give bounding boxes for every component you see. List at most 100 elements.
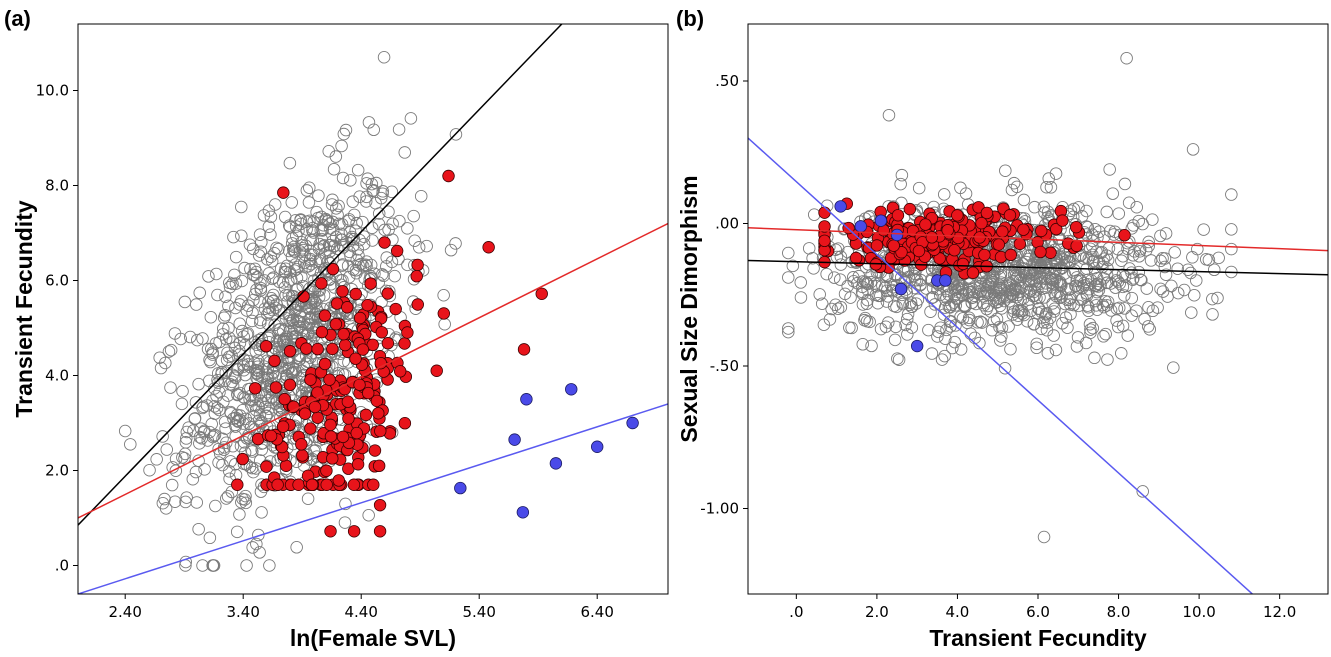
scatter-point-open <box>203 531 217 545</box>
scatter-point-open <box>1104 304 1118 317</box>
scatter-point-open <box>449 237 462 250</box>
scatter-point-red <box>1070 239 1083 253</box>
scatter-point-open <box>154 361 168 375</box>
scatter-point-blue <box>454 481 467 495</box>
x-tick-label: 8.0 <box>1107 603 1131 621</box>
scatter-point-open <box>287 244 301 258</box>
scatter-point-open <box>332 199 345 213</box>
scatter-point-open <box>1111 320 1125 334</box>
scatter-point-open <box>218 309 232 322</box>
scatter-point-open <box>169 464 183 477</box>
scatter-point-open <box>189 465 203 479</box>
scatter-point-red <box>1035 224 1048 238</box>
scatter-point-open <box>404 112 418 125</box>
scatter-point-red <box>264 429 278 443</box>
scatter-point-open <box>179 495 192 509</box>
scatter-point-open <box>1031 306 1044 320</box>
panel-a-scatter: (a) 2.40 3.40 4.40 5.40 6.40 .0 2.0 4.0 6.0 8.0 10… <box>4 6 669 651</box>
scatter-point-red <box>351 458 365 471</box>
scatter-point-open <box>856 298 870 311</box>
scatter-point-open <box>343 225 357 239</box>
scatter-point-open <box>1076 292 1089 306</box>
scatter-point-red <box>308 400 322 414</box>
scatter-point-open <box>312 242 326 255</box>
scatter-point-blue <box>854 220 867 233</box>
scatter-point-red <box>411 298 424 311</box>
scatter-point-open <box>1067 298 1081 312</box>
scatter-point-blue <box>516 506 530 519</box>
scatter-point-open <box>1005 183 1019 197</box>
scatter-point-open <box>1073 273 1087 286</box>
scatter-point-red <box>992 238 1005 251</box>
scatter-point-open <box>294 214 307 227</box>
scatter-point-open <box>1087 254 1100 268</box>
scatter-point-open <box>159 356 172 370</box>
scatter-point-open <box>922 323 935 337</box>
scatter-point-open <box>1093 225 1106 238</box>
scatter-point-open <box>346 195 360 208</box>
scatter-point-open <box>1125 309 1138 322</box>
scatter-point-open <box>290 262 303 276</box>
scatter-point-open <box>290 541 303 554</box>
scatter-point-red <box>1050 222 1063 236</box>
scatter-point-open <box>1099 294 1112 308</box>
scatter-point-red <box>535 287 548 301</box>
scatter-point-open <box>209 499 222 513</box>
scatter-point-open <box>1017 193 1031 207</box>
scatter-point-open <box>184 330 197 344</box>
scatter-point-open <box>1128 245 1141 258</box>
scatter-point-open <box>967 291 980 304</box>
scatter-point-open <box>995 302 1009 315</box>
scatter-point-blue <box>626 416 639 430</box>
scatter-point-open <box>380 260 393 273</box>
scatter-point-open <box>1125 291 1139 305</box>
scatter-point-red <box>1118 229 1131 242</box>
scatter-point-open <box>829 298 842 312</box>
scatter-point-open <box>1044 272 1058 285</box>
scatter-point-red <box>1004 248 1018 262</box>
y-tick-label: 6.0 <box>45 272 69 290</box>
scatter-point-open <box>813 288 826 301</box>
scatter-point-open <box>261 308 274 321</box>
scatter-point-open <box>937 188 951 201</box>
scatter-point-red <box>260 460 273 473</box>
scatter-point-open <box>1086 321 1100 335</box>
scatter-point-open <box>1092 283 1106 297</box>
scatter-point-open <box>375 191 388 205</box>
scatter-point-open <box>1125 222 1139 235</box>
scatter-point-open <box>254 277 267 290</box>
scatter-point-open <box>159 502 173 515</box>
scatter-point-open <box>1087 261 1101 275</box>
scatter-point-open <box>1122 196 1136 210</box>
scatter-point-open <box>990 312 1004 326</box>
scatter-point-open <box>1053 278 1067 291</box>
scatter-point-open <box>794 276 808 289</box>
scatter-point-open <box>179 555 193 569</box>
x-tick-label: 10.0 <box>1182 603 1215 621</box>
scatter-point-open <box>939 332 952 345</box>
scatter-point-open <box>216 328 230 341</box>
scatter-point-open <box>398 146 411 159</box>
panel-a-points <box>118 51 639 572</box>
scatter-point-red <box>342 412 355 425</box>
scatter-point-red <box>430 364 443 377</box>
scatter-point-open <box>164 343 178 357</box>
scatter-point-open <box>238 436 251 449</box>
scatter-point-open <box>265 254 279 268</box>
scatter-point-open <box>246 445 259 458</box>
scatter-point-open <box>860 297 874 310</box>
scatter-point-open <box>241 327 255 340</box>
scatter-point-open <box>401 222 414 235</box>
scatter-point-open <box>255 506 268 519</box>
scatter-point-open <box>206 559 219 572</box>
scatter-point-open <box>224 377 237 391</box>
scatter-point-open <box>350 266 363 280</box>
scatter-point-open <box>382 223 395 237</box>
scatter-point-open <box>299 260 312 274</box>
scatter-point-open <box>1109 274 1123 287</box>
scatter-point-open <box>303 214 316 228</box>
scatter-point-open <box>327 239 341 252</box>
scatter-point-red <box>372 459 386 473</box>
scatter-point-open <box>329 150 343 163</box>
scatter-point-open <box>313 237 326 251</box>
